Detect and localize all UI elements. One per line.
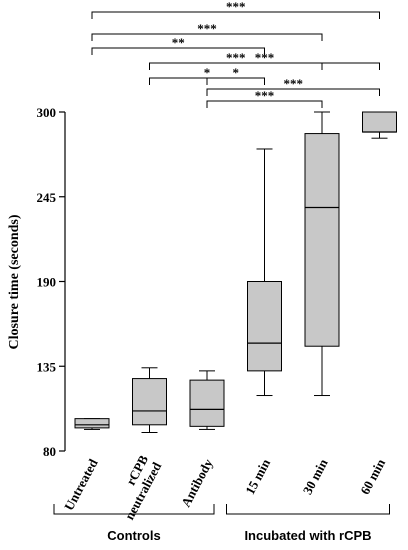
significance-label: *: [204, 65, 211, 80]
box-60-min: [362, 111, 397, 139]
bracket-line: [91, 11, 380, 19]
box-30-min: [304, 111, 340, 397]
group-bracket: Controls: [53, 504, 215, 543]
significance-label: ***: [226, 0, 246, 14]
box-antibody: [189, 370, 225, 430]
box-series: [74, 111, 397, 434]
significance-label: *: [233, 65, 240, 80]
significance-bracket: ***: [206, 88, 323, 108]
x-axis-tick-labels: Untreated rCPBneutralized Antibody 15 min 30…: [61, 452, 388, 522]
significance-brackets: **********************: [91, 0, 380, 108]
significance-label: ***: [255, 50, 275, 65]
group-bracket-line: [226, 504, 390, 515]
significance-label: ***: [197, 21, 217, 36]
significance-label: ***: [255, 88, 275, 103]
x-tick-label: 60 min: [357, 456, 388, 497]
axes: 80 135 190 245 300: [37, 105, 66, 459]
group-label: Incubated with rCPB: [244, 528, 371, 543]
box-rcpb-neutralized: [132, 367, 167, 434]
y-tick-label: 190: [37, 275, 57, 290]
group-brackets: Controls Incubated with rCPB: [53, 504, 390, 543]
box-iqr: [132, 378, 167, 426]
box-untreated: [74, 418, 110, 430]
significance-bracket: *: [206, 65, 265, 85]
x-tick-label: 15 min: [242, 456, 273, 497]
bracket-line: [206, 100, 323, 108]
box-iqr: [189, 379, 225, 427]
bracket-line: [91, 47, 265, 55]
significance-label: **: [172, 35, 185, 50]
significance-label: ***: [226, 50, 246, 65]
bracket-line: [91, 33, 323, 41]
box-iqr: [74, 418, 110, 429]
x-tick-label: rCPBneutralized: [108, 452, 164, 522]
group-bracket: Incubated with rCPB: [226, 504, 390, 543]
bracket-line: [206, 77, 265, 85]
box-iqr: [304, 133, 340, 347]
y-tick-label: 245: [37, 190, 57, 205]
x-tick-label: Untreated: [61, 456, 101, 513]
x-tick-label: Antibody: [178, 456, 216, 509]
significance-bracket: ***: [149, 50, 380, 70]
box-iqr: [247, 281, 282, 372]
y-tick-label: 80: [43, 444, 56, 459]
significance-bracket: ***: [206, 76, 380, 96]
y-tick-label: 135: [37, 359, 57, 374]
significance-bracket: **: [91, 35, 265, 55]
significance-bracket: ***: [91, 0, 380, 19]
box-iqr: [362, 111, 397, 133]
group-label: Controls: [107, 528, 160, 543]
y-axis-label: Closure time (seconds): [7, 214, 22, 349]
y-tick-label: 300: [37, 105, 57, 120]
bracket-line: [149, 62, 323, 70]
x-tick-label: 30 min: [300, 456, 331, 497]
box-15-min: [247, 148, 282, 397]
group-bracket-line: [53, 504, 215, 515]
significance-bracket: ***: [91, 21, 323, 41]
significance-bracket: ***: [149, 50, 323, 70]
significance-label: ***: [284, 76, 304, 91]
bracket-line: [206, 88, 380, 96]
